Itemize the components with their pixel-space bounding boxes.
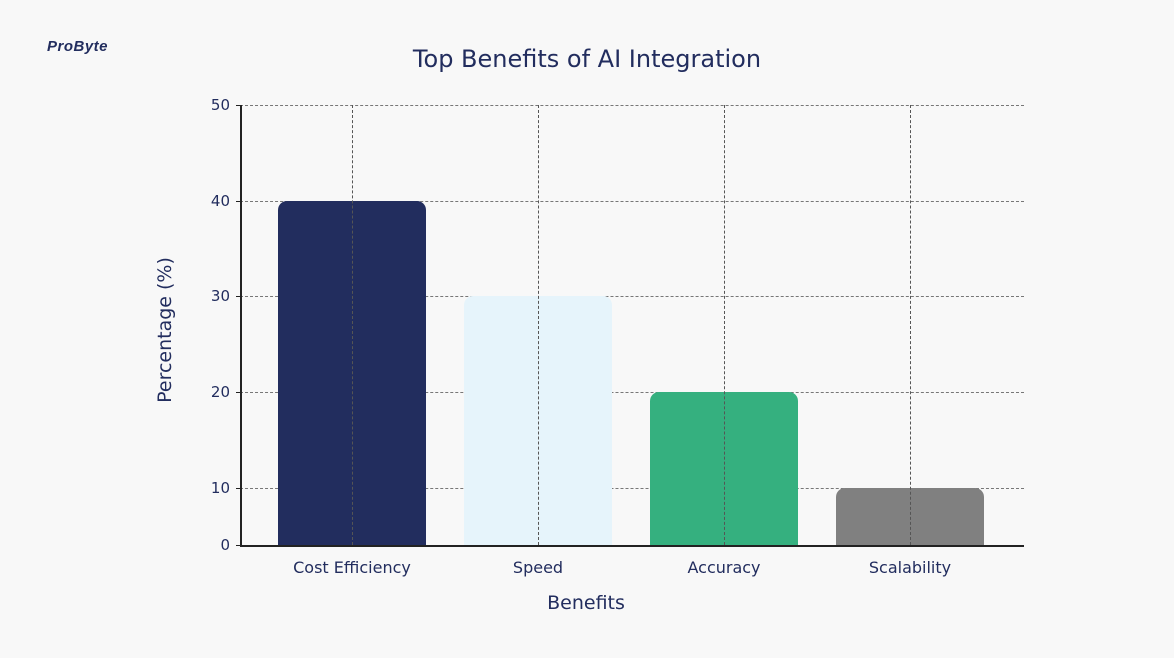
x-tick-label: Accuracy [687, 558, 761, 577]
y-axis-label: Percentage (%) [154, 257, 176, 403]
y-axis-line [240, 105, 242, 546]
h-gridline [240, 391, 1024, 393]
v-gridline [352, 105, 353, 545]
probyte-logo: ProByte [47, 38, 109, 55]
x-axis-label: Benefits [547, 592, 625, 614]
v-gridline [910, 105, 911, 545]
y-tick-mark [236, 105, 242, 106]
y-tick-mark [236, 487, 242, 489]
x-tick-label: Speed [512, 558, 564, 577]
y-tick-label: 10 [210, 478, 230, 497]
x-axis-line [240, 545, 1024, 547]
y-tick-label: 40 [210, 191, 230, 210]
v-gridline [538, 105, 539, 545]
h-gridline [240, 487, 1024, 489]
y-tick-label: 20 [210, 382, 230, 401]
y-tick-mark [236, 545, 242, 546]
y-tick-label: 50 [210, 96, 230, 114]
y-tick-mark [236, 391, 242, 393]
y-tick-label: 0 [220, 536, 230, 554]
y-tick-label: 30 [210, 287, 230, 306]
h-gridline [240, 105, 1024, 106]
x-tick-label: Scalability [868, 558, 952, 577]
x-tick-label: Cost Efficiency [293, 558, 411, 577]
y-tick-mark [236, 296, 242, 298]
h-gridline [240, 296, 1024, 298]
chart-title: Top Benefits of AI Integration [412, 45, 762, 73]
v-gridline [724, 105, 725, 545]
y-tick-mark [236, 200, 242, 202]
h-gridline [240, 200, 1024, 202]
